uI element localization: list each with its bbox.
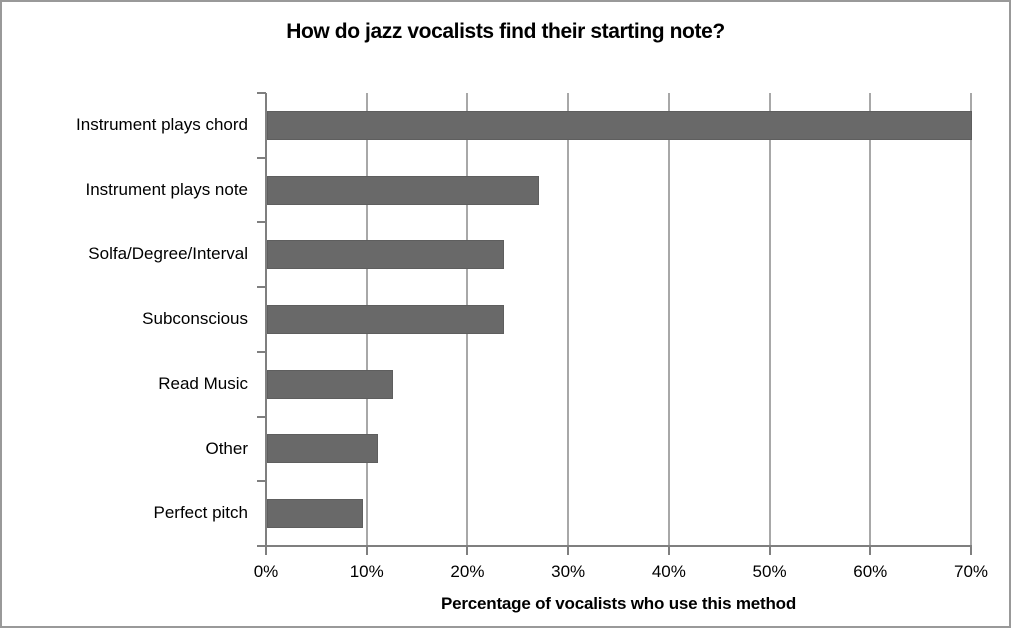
x-axis-tick-10% — [365, 546, 368, 555]
x-axis-tick-20% — [466, 546, 469, 555]
x-tick-label-70%: 70% — [953, 562, 989, 581]
category-label: Perfect pitch — [153, 503, 249, 523]
category-label: Solfa/Degree/Interval — [88, 244, 248, 264]
y-axis-tick — [257, 92, 266, 94]
y-axis-tick — [257, 350, 266, 353]
category-label: Other — [205, 438, 248, 458]
category-label: Read Music — [158, 373, 248, 393]
y-axis-tick — [257, 545, 266, 547]
x-tick-label-40%: 40% — [651, 562, 686, 581]
y-axis-line — [265, 93, 267, 546]
gridline-40% — [667, 93, 670, 546]
x-axis-line — [265, 545, 972, 547]
gridline-60% — [869, 93, 872, 546]
x-tick-label-20%: 20% — [450, 562, 485, 581]
gridline-50% — [768, 93, 771, 546]
category-label: Instrument plays chord — [76, 115, 248, 134]
y-axis-tick — [257, 156, 266, 159]
bar-instrument-plays-note — [267, 175, 539, 205]
bar-instrument-plays-chord — [267, 110, 972, 140]
bar-solfa-degree-interval — [267, 240, 504, 270]
x-axis-tick-70% — [970, 546, 972, 555]
gridline-70% — [970, 93, 972, 546]
x-tick-label-60%: 60% — [853, 562, 888, 581]
bar-read-music — [267, 369, 393, 399]
x-axis-tick-0% — [265, 546, 267, 555]
bar-subconscious — [267, 305, 504, 334]
x-tick-label-10%: 10% — [349, 562, 384, 581]
bar-perfect-pitch — [267, 499, 363, 529]
y-axis-tick — [257, 480, 266, 483]
y-axis-tick — [257, 415, 266, 418]
x-axis-tick-40% — [667, 546, 670, 555]
chart-title: How do jazz vocalists find their startin… — [286, 20, 725, 43]
bar-other — [267, 434, 378, 464]
x-axis-tick-30% — [567, 546, 570, 555]
gridline-30% — [567, 93, 570, 546]
category-label: Instrument plays note — [85, 179, 248, 199]
category-label: Subconscious — [142, 309, 248, 329]
x-tick-label-50%: 50% — [752, 562, 787, 581]
y-axis-tick — [257, 221, 266, 224]
plot-area — [257, 92, 972, 555]
x-tick-label-30%: 30% — [551, 562, 586, 581]
x-axis-tick-60% — [869, 546, 872, 555]
x-axis-title: Percentage of vocalists who use this met… — [440, 594, 797, 613]
y-axis-tick — [257, 286, 266, 289]
x-axis-tick-50% — [768, 546, 771, 555]
x-tick-label-0%: 0% — [253, 562, 279, 581]
